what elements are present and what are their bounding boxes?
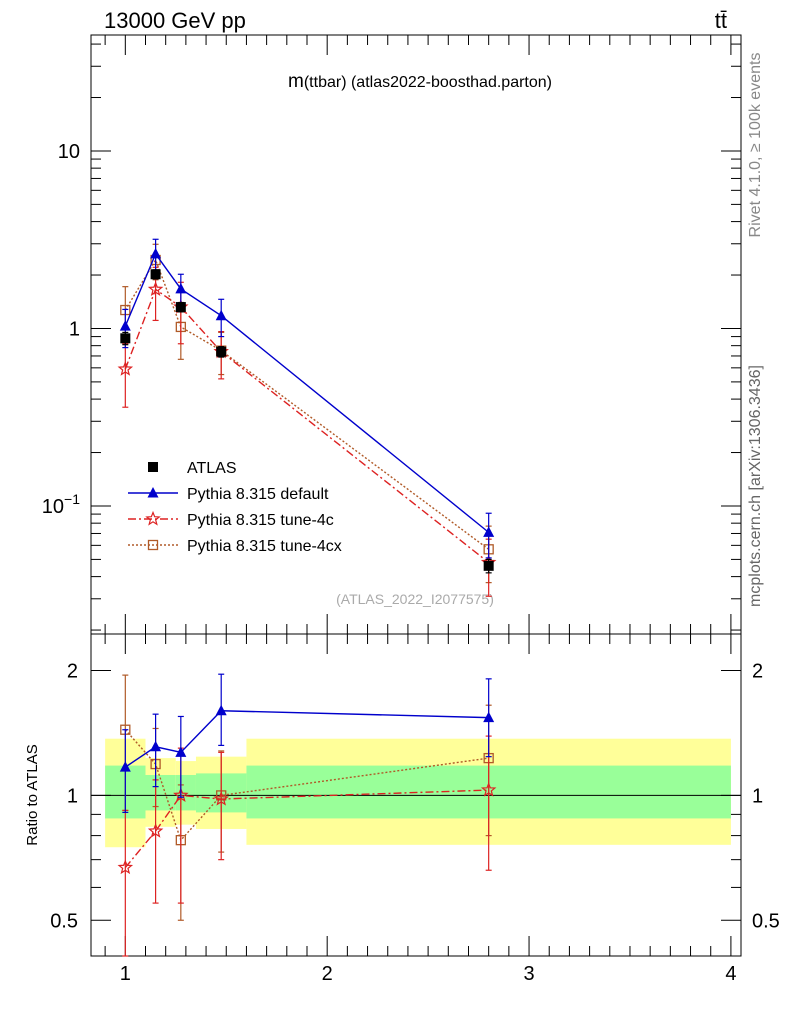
chart-title: m(ttbar) (atlas2022-boosthad.parton) xyxy=(288,71,552,92)
legend-marker xyxy=(147,487,159,498)
ratio-point xyxy=(215,704,227,716)
ratio-point xyxy=(480,781,497,797)
ratio-y-tick-label: 2 xyxy=(67,661,78,683)
ratio-y-tick-label: 0.5 xyxy=(50,910,78,932)
data-point xyxy=(215,309,227,321)
ratio-point xyxy=(483,711,495,723)
rivet-version-label: Rivet 4.1.0, ≥ 100k events xyxy=(747,53,764,238)
x-tick-label: 3 xyxy=(523,963,534,985)
legend-item-atlas: ATLAS xyxy=(148,460,237,477)
data-point xyxy=(175,302,186,313)
data-point xyxy=(175,282,187,294)
ratio-y-tick-label-right: 1 xyxy=(752,785,763,807)
ratio-y-tick-label-right: 0.5 xyxy=(752,910,780,932)
ratio-point xyxy=(147,822,164,838)
data-point xyxy=(119,320,131,331)
analysis-watermark: (ATLAS_2022_I2077575) xyxy=(336,591,494,607)
data-point xyxy=(483,560,494,571)
process-label: 13000 GeV pp xyxy=(104,8,246,33)
legend-label: Pythia 8.315 tune-4cx xyxy=(187,538,342,555)
series-atlas xyxy=(120,269,494,574)
ratio-point xyxy=(213,790,229,806)
ratio-y-tick-label-right: 2 xyxy=(752,661,763,683)
ratio-point xyxy=(119,761,131,772)
y-tick-label: 10 xyxy=(58,141,80,163)
data-point xyxy=(483,526,495,537)
ratio-y-tick-label: 1 xyxy=(67,785,78,807)
legend-item-tune4cx: Pythia 8.315 tune-4cx xyxy=(128,538,342,555)
data-point xyxy=(150,269,161,280)
ratio-point xyxy=(150,740,162,752)
ratio-series-default xyxy=(119,673,495,813)
y-tick-label: 1 xyxy=(69,318,80,340)
ratio-data-series xyxy=(117,673,497,957)
legend-label: Pythia 8.315 tune-4c xyxy=(187,512,334,529)
ratio-point xyxy=(117,859,134,875)
final-state-label: tt̄ xyxy=(715,8,727,33)
legend-item-tune4c: Pythia 8.315 tune-4c xyxy=(128,510,334,529)
legend-marker xyxy=(145,510,161,526)
data-point xyxy=(216,346,227,357)
data-point xyxy=(150,247,162,259)
chart-title-main: m xyxy=(288,71,304,92)
series-default xyxy=(119,238,495,559)
main-axis-ticks: 10 1 10−1 xyxy=(42,35,741,634)
x-tick-label: 4 xyxy=(725,963,736,985)
series-tune4cx xyxy=(120,243,494,584)
legend-item-default: Pythia 8.315 default xyxy=(128,486,329,503)
legend-marker xyxy=(148,462,158,472)
legend: ATLAS Pythia 8.315 default Pythia 8.315 tu… xyxy=(128,460,342,555)
x-tick-label: 1 xyxy=(120,963,131,985)
y-tick-label: 10−1 xyxy=(42,491,80,518)
source-label: mcplots.cern.ch [arXiv:1306.3436] xyxy=(747,365,764,607)
main-data-series xyxy=(117,238,497,597)
data-point xyxy=(147,281,164,296)
legend-marker xyxy=(147,539,159,551)
legend-label: Pythia 8.315 default xyxy=(187,486,329,503)
ratio-y-axis-label: Ratio to ATLAS xyxy=(24,744,41,845)
data-point xyxy=(117,360,134,376)
chart-title-sub: (ttbar) (atlas2022-boosthad.parton) xyxy=(304,74,552,91)
band-inner xyxy=(145,774,176,811)
legend-label: ATLAS xyxy=(187,460,237,477)
data-point xyxy=(120,333,131,344)
x-tick-label: 2 xyxy=(322,963,333,985)
ratio-point xyxy=(173,787,189,803)
ratio-point xyxy=(175,746,187,757)
